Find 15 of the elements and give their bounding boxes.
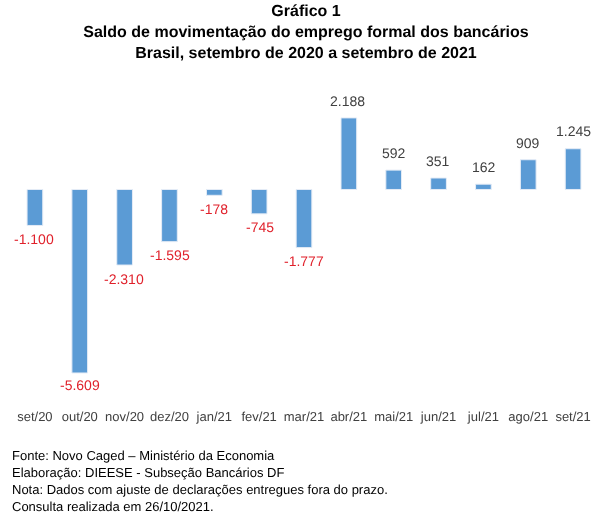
bar: [475, 183, 492, 190]
bar: [385, 169, 403, 190]
bar: [26, 188, 44, 226]
bar: [205, 188, 223, 196]
bar: [564, 148, 582, 190]
bar: [295, 188, 313, 249]
bar: [430, 177, 447, 190]
bar: [161, 188, 178, 243]
bar: [250, 188, 268, 215]
bar: [71, 188, 89, 374]
bar: [519, 159, 537, 190]
bar: [116, 188, 133, 266]
bar: [340, 117, 358, 190]
chart-subtitle: Saldo de movimentação do emprego formal dos bancários Brasil, setembro de 2020 a setembro de 2021: [83, 22, 530, 62]
chart-title: Gráfico 1: [271, 1, 342, 20]
